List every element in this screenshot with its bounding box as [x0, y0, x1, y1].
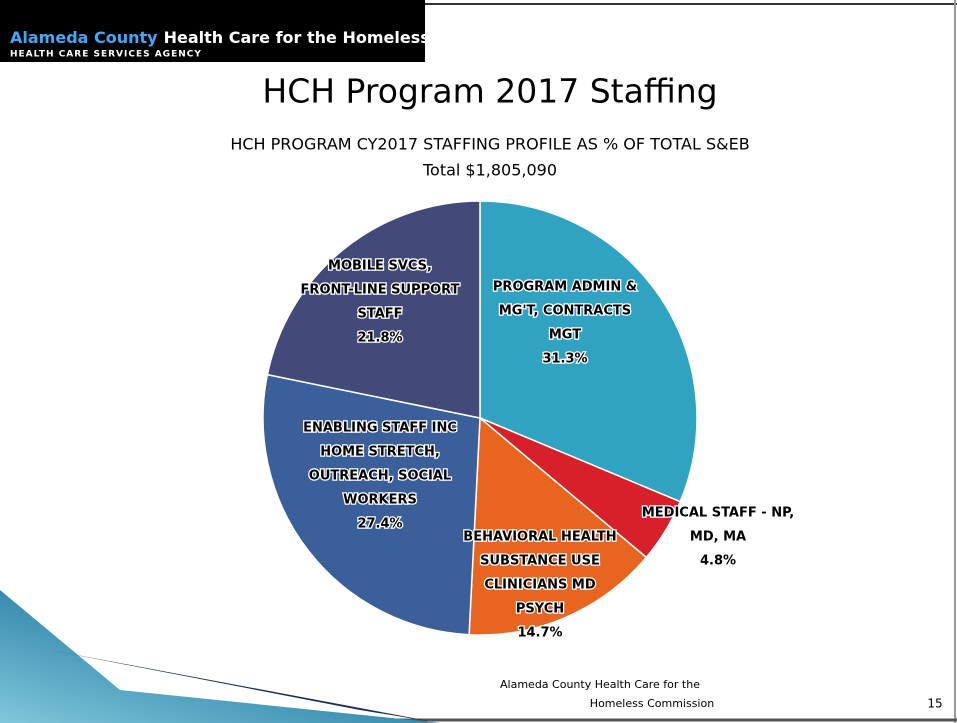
- pie-slice: [262, 373, 481, 636]
- slice-label: OUTREACH, SOCIAL: [309, 469, 451, 484]
- slice-label: MOBILE SVCS,: [328, 259, 432, 274]
- footer-line1: Alameda County Health Care for the: [500, 678, 700, 691]
- chart-title: HCH PROGRAM CY2017 STAFFING PROFILE AS %…: [230, 135, 749, 154]
- slice-label: STAFF: [357, 307, 402, 322]
- org-rest: Health Care for the Homeless: [164, 28, 430, 47]
- decor-swoosh-dark: [50, 650, 440, 723]
- pie-slice: [266, 200, 481, 419]
- page-number: 15: [927, 697, 942, 711]
- slice-value-label: 14.7%: [517, 626, 562, 641]
- header-bar: [0, 0, 425, 62]
- decor-swoosh: [0, 590, 440, 723]
- slice-label: FRONT-LINE SUPPORT: [301, 283, 460, 298]
- slice-label: MEDICAL STAFF - NP,: [642, 506, 794, 521]
- slice-label: HOME STRETCH,: [320, 445, 440, 460]
- slice-value-label: 31.3%: [542, 352, 587, 367]
- slice-label: MGT: [549, 328, 581, 343]
- pie-slice: [479, 200, 698, 503]
- header-org: Alameda County Health Care for the Homele…: [10, 28, 430, 47]
- slice-value-label: 4.8%: [700, 554, 736, 569]
- slice-label: PROGRAM ADMIN &: [493, 280, 637, 295]
- slice-label: CLINICIANS MD: [484, 578, 596, 593]
- slice-value-label: 21.8%: [357, 331, 402, 346]
- footer-line2: Homeless Commission: [590, 697, 714, 710]
- header-agency: HEALTH CARE SERVICES AGENCY: [10, 50, 202, 60]
- org-highlight: Alameda County: [10, 28, 158, 47]
- pie-slice: [468, 416, 648, 636]
- pie-labels: PROGRAM ADMIN & MG'T, CONTRACTS MGT 31.3% ME…: [299, 257, 795, 642]
- slice-value-label: 27.4%: [357, 517, 402, 532]
- slice-label: WORKERS: [343, 493, 417, 508]
- pie: [262, 200, 698, 636]
- slice-label: PSYCH: [516, 602, 564, 617]
- slice-label: MG'T, CONTRACTS: [499, 304, 631, 319]
- slice-label: ENABLING STAFF INC: [303, 421, 457, 436]
- slice-label: SUBSTANCE USE: [480, 554, 600, 569]
- slide-title: HCH Program 2017 Staffing: [262, 72, 717, 111]
- chart-subtitle: Total $1,805,090: [422, 161, 557, 180]
- slice-label: BEHAVIORAL HEALTH: [463, 530, 616, 545]
- slice-label: MD, MA: [690, 530, 746, 545]
